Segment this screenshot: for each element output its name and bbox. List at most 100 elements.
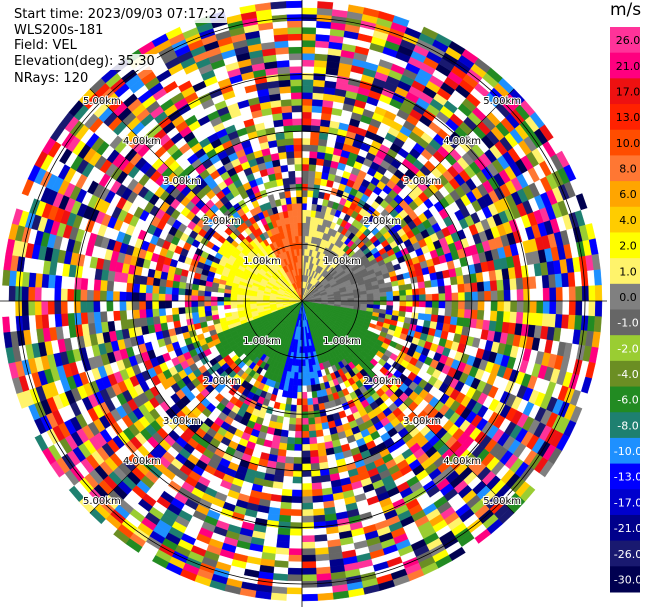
velocity-gate (309, 137, 320, 146)
velocity-gate (294, 424, 303, 432)
velocity-gate (301, 202, 308, 211)
velocity-gate (236, 297, 244, 302)
velocity-gate (386, 295, 394, 302)
velocity-gate (444, 308, 453, 317)
velocity-gate (119, 281, 128, 293)
velocity-gate (171, 300, 179, 309)
velocity-gate (152, 315, 161, 325)
velocity-gate (301, 431, 310, 439)
velocity-gate (484, 300, 492, 312)
velocity-gate (197, 305, 205, 313)
velocity-gate (293, 457, 303, 465)
velocity-gate (542, 287, 551, 302)
velocity-gate (301, 215, 307, 224)
velocity-gate (476, 281, 485, 293)
velocity-gate (119, 300, 127, 311)
velocity-gate (301, 398, 308, 406)
velocity-gate (535, 275, 544, 289)
velocity-gate (379, 296, 388, 302)
velocity-gate (313, 410, 321, 418)
velocity-gate (99, 310, 108, 323)
velocity-gate (301, 13, 318, 22)
velocity-gate (312, 403, 320, 412)
velocity-gate (548, 274, 557, 289)
velocity-gate (386, 291, 394, 297)
velocity-gate (347, 295, 355, 299)
velocity-gate (477, 300, 485, 311)
velocity-gate (471, 291, 479, 302)
velocity-gate (418, 300, 427, 308)
velocity-gate (301, 105, 313, 113)
velocity-gate (279, 436, 288, 444)
velocity-gate (405, 294, 414, 302)
velocity-gate (291, 489, 303, 497)
velocity-gate (536, 288, 544, 302)
velocity-gate (304, 359, 310, 367)
velocity-gate (296, 398, 303, 406)
velocity-gate (301, 222, 307, 230)
velocity-gate (306, 398, 314, 406)
velocity-gate (588, 300, 596, 317)
velocity-gate (171, 293, 179, 302)
velocity-gate (86, 289, 94, 302)
velocity-gate (301, 548, 316, 556)
velocity-gate (308, 157, 318, 166)
velocity-gate (301, 411, 309, 419)
velocity-gate (159, 278, 167, 287)
velocity-gate (106, 280, 115, 292)
velocity-gate (210, 309, 219, 316)
velocity-gate (412, 300, 420, 308)
velocity-gate (555, 300, 564, 315)
velocity-gate (509, 278, 518, 291)
velocity-gate (184, 300, 192, 308)
velocity-gate (73, 276, 82, 290)
velocity-gate (490, 300, 498, 312)
velocity-gate (273, 560, 289, 569)
velocity-gate (289, 535, 303, 543)
velocity-gate (301, 196, 308, 204)
velocity-gate (392, 290, 400, 297)
velocity-gate (301, 489, 313, 497)
velocity-gate (34, 272, 43, 288)
velocity-gate (310, 131, 320, 140)
velocity-gate (496, 279, 505, 292)
velocity-gate (73, 300, 81, 314)
velocity-gate (21, 300, 29, 316)
velocity-gate (417, 313, 426, 321)
velocity-gate (418, 294, 427, 302)
velocity-gate (313, 514, 326, 523)
velocity-gate (503, 300, 511, 313)
velocity-gate (516, 300, 524, 313)
velocity-gate (301, 79, 314, 87)
velocity-gate (292, 385, 298, 393)
velocity-gate (562, 286, 570, 302)
velocity-gate (292, 463, 303, 471)
velocity-gate (315, 27, 331, 36)
velocity-gate (67, 312, 76, 326)
velocity-gate (399, 289, 407, 297)
velocity-gate (510, 289, 518, 302)
velocity-gate (301, 561, 317, 569)
velocity-gate (305, 365, 310, 373)
velocity-gate (528, 312, 537, 326)
velocity-gate (132, 283, 141, 293)
velocity-gate (80, 277, 89, 290)
velocity-gate (301, 457, 311, 465)
velocity-gate (145, 308, 154, 318)
velocity-gate (125, 291, 133, 302)
velocity-gate (197, 289, 205, 297)
velocity-gate (297, 372, 303, 380)
velocity-gate (301, 150, 311, 158)
velocity-gate (223, 296, 231, 302)
velocity-gate (316, 442, 326, 451)
velocity-gate (307, 411, 315, 419)
velocity-gate (313, 527, 327, 536)
velocity-gate (315, 429, 324, 438)
velocity-gate (411, 282, 419, 290)
velocity-gate (509, 311, 518, 324)
velocity-gate (449, 276, 458, 286)
velocity-gate (567, 272, 576, 288)
velocity-gate (138, 292, 146, 302)
velocity-gate (34, 314, 43, 330)
velocity-gate (373, 296, 381, 302)
